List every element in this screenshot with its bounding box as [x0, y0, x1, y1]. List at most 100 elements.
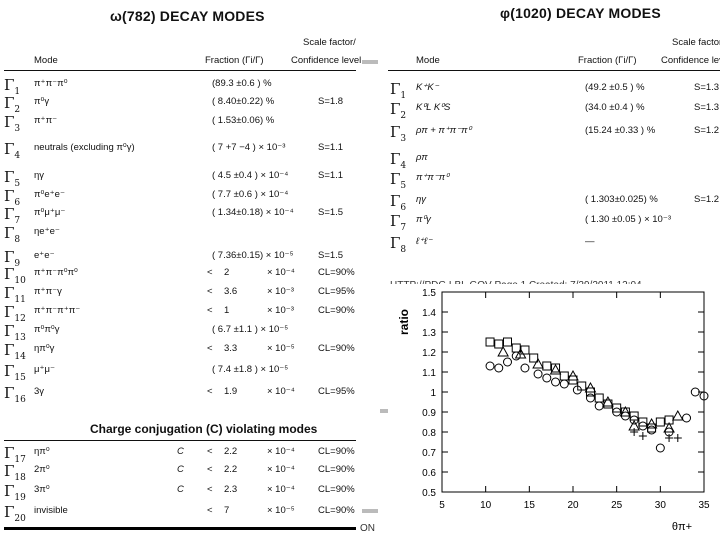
left-mode: π⁰μ⁺μ⁻ [34, 207, 65, 218]
triangle-marker [673, 411, 683, 420]
circle-marker [495, 364, 503, 372]
left-gamma-label: Γ14 [4, 341, 26, 362]
c-mode: 2π⁰ [34, 464, 50, 475]
right-mode: ρπ [416, 152, 428, 163]
left-bottom-rule [4, 527, 356, 530]
right-value: (15.24 ±0.33 ) % [585, 125, 655, 136]
left-lt: < [207, 305, 213, 316]
x-tick-label: 15 [524, 500, 536, 511]
right-mode: π⁺π⁻π⁰ [416, 172, 449, 183]
left-mode: π⁺π⁻π⁰π⁰ [34, 267, 78, 278]
left-scale-factor: CL=95% [318, 286, 355, 297]
c-scale-factor: CL=90% [318, 446, 355, 457]
left-gamma-label: Γ13 [4, 322, 26, 343]
left-gray-mark-2 [362, 509, 378, 513]
left-gamma-label: Γ5 [4, 168, 20, 189]
left-lt: < [207, 267, 213, 278]
plot-svg: 0.50.60.70.80.911.11.21.31.41.55 10 15 20 25… [388, 284, 720, 540]
c-flag: C [177, 446, 184, 457]
circle-marker [543, 374, 551, 382]
y-tick-label: 0.7 [422, 448, 436, 459]
right-scale-header-2: Confidence level [661, 55, 720, 66]
left-value: ( 7 +7 −4 ) × 10⁻³ [212, 142, 285, 153]
right-title: φ(1020) DECAY MODES [500, 5, 661, 21]
c-flag: C [177, 484, 184, 495]
right-fraction-header: Fraction (Γi/Γ) [578, 55, 637, 66]
left-mode-header: Mode [34, 55, 58, 66]
left-scale-factor: CL=90% [318, 343, 355, 354]
right-scale-factor: S=1.2 [694, 125, 719, 136]
left-mode: π⁺π⁻ [34, 115, 57, 126]
left-exp: × 10⁻³ [267, 286, 294, 297]
right-mode-header: Mode [416, 55, 440, 66]
left-exp: × 10⁻⁵ [267, 343, 295, 354]
c-exp: × 10⁻⁵ [267, 505, 295, 516]
c-gamma-label: Γ20 [4, 503, 26, 524]
y-tick-label: 1.4 [422, 308, 436, 319]
circle-marker [595, 402, 603, 410]
left-gamma-label: Γ12 [4, 303, 26, 324]
left-header-rule [4, 70, 356, 71]
right-value: (49.2 ±0.5 ) % [585, 82, 645, 93]
left-scale-factor: S=1.1 [318, 142, 343, 153]
y-tick-label: 0.9 [422, 408, 436, 419]
left-mode: π⁰π⁰γ [34, 324, 59, 335]
circle-marker [586, 394, 594, 402]
left-lt: < [207, 343, 213, 354]
left-value: ( 6.7 ±1.1 ) × 10⁻⁵ [212, 324, 288, 335]
square-marker [495, 340, 503, 348]
left-scale-factor: CL=90% [318, 305, 355, 316]
c-exp: × 10⁻⁴ [267, 484, 295, 495]
square-marker [543, 362, 551, 370]
right-scale-factor: S=1.2 [694, 194, 719, 205]
ratio-scatter-plot: 0.5 0.6 0.7 0.8 0.9 1 1.1 1.2 1.3 1.4 1.5 5 10 15 20 25… [388, 284, 720, 540]
left-gamma-label: Γ10 [4, 265, 26, 286]
right-gamma-label: Γ2 [390, 100, 406, 121]
left-value: 2 [224, 267, 229, 278]
right-gamma-label: Γ3 [390, 123, 406, 144]
left-fraction-header: Fraction (Γi/Γ) [205, 55, 264, 66]
c-header-rule [4, 440, 356, 441]
left-gray-mark [362, 60, 378, 64]
left-mode: μ⁺μ⁻ [34, 364, 55, 375]
left-scale-factor: S=1.5 [318, 207, 343, 218]
square-marker [656, 418, 664, 426]
left-value: ( 7.36±0.15) × 10⁻⁵ [212, 250, 294, 261]
x-tick-label: 10 [480, 500, 492, 511]
left-gamma-label: Γ15 [4, 362, 26, 383]
circle-marker [648, 426, 656, 434]
c-lt: < [207, 505, 213, 516]
left-scale-factor: S=1.5 [318, 250, 343, 261]
y-tick-label: 0.5 [422, 488, 436, 499]
left-exp: × 10⁻³ [267, 305, 294, 316]
y-tick-label: 1 [430, 388, 436, 399]
left-scale-header-2: Confidence level [291, 55, 361, 66]
left-value: 3.3 [224, 343, 237, 354]
right-gamma-label: Γ1 [390, 80, 406, 101]
y-tick-label: 1.1 [422, 368, 436, 379]
left-value: 1.9 [224, 386, 237, 397]
left-value: ( 1.53±0.06) % [212, 115, 274, 126]
left-mode: ηπ⁰γ [34, 343, 54, 354]
c-exp: × 10⁻⁴ [267, 446, 295, 457]
right-mode: ℓ⁺ℓ⁻ [416, 236, 432, 247]
right-left-fragment: ON [360, 523, 375, 534]
right-gamma-label: Γ8 [390, 234, 406, 255]
y-axis-label: ratio [397, 309, 411, 335]
left-exp: × 10⁻⁴ [267, 386, 295, 397]
left-scale-factor: CL=90% [318, 267, 355, 278]
left-mode: ηγ [34, 170, 44, 181]
c-value: 2.2 [224, 464, 237, 475]
square-marker [560, 372, 568, 380]
plot-frame [442, 292, 704, 492]
left-title: ω(782) DECAY MODES [110, 8, 265, 24]
left-scale-factor: S=1.1 [318, 170, 343, 181]
c-scale-factor: CL=90% [318, 484, 355, 495]
left-lt: < [207, 286, 213, 297]
x-tick-label: 5 [439, 500, 445, 511]
left-gamma-label: Γ3 [4, 113, 20, 134]
circle-marker [486, 362, 494, 370]
y-tick-label: 1.5 [422, 288, 436, 299]
left-mode: neutrals (excluding π⁰γ) [34, 142, 135, 153]
left-value: ( 8.40±0.22) % [212, 96, 274, 107]
